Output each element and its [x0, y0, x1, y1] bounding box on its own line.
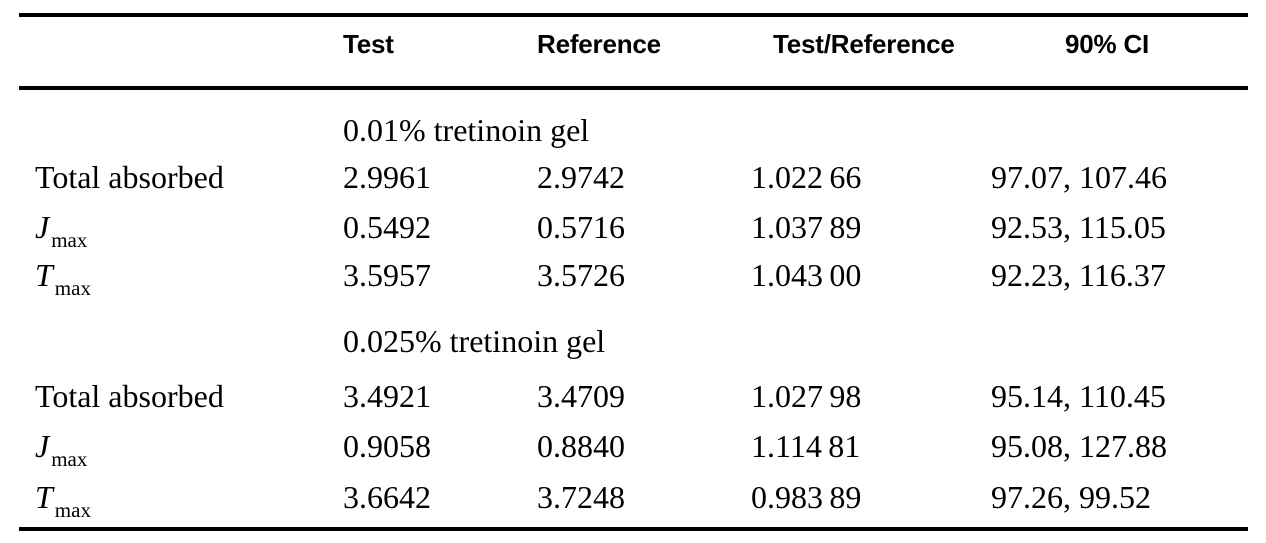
table-bottom-rule: [19, 527, 1248, 531]
cell-ratio-value: 1.027 98: [751, 378, 862, 414]
table-row: Total absorbed 3.4921 3.4709 1.027 98 95…: [0, 376, 1266, 416]
cell-ratio-value: 1.022 66: [751, 159, 862, 195]
cell-reference-value: 0.8840: [537, 428, 625, 464]
row-label-total-absorbed: Total absorbed: [35, 157, 226, 210]
cell-ci-value: 95.14, 110.45: [991, 378, 1166, 414]
section-title-0025-tretinoin-gel: 0.025% tretinoin gel: [343, 323, 606, 359]
cell-ci-value: 97.07, 107.46: [991, 159, 1167, 195]
cell-ci-value: 92.53, 115.05: [991, 209, 1166, 245]
row-label-subscript: max: [54, 498, 91, 522]
row-label-text: T: [35, 257, 53, 293]
table-top-rule: [19, 13, 1248, 17]
row-label-subscript: max: [51, 447, 88, 471]
cell-test-value: 3.4921: [343, 378, 431, 414]
cell-reference-value: 3.5726: [537, 257, 625, 293]
row-label-total-absorbed: Total absorbed: [35, 376, 226, 429]
cell-ratio-value: 1.114 81: [751, 428, 861, 464]
row-label-text: Total absorbed: [35, 159, 224, 195]
table-row: Tmax 3.6642 3.7248 0.983 89 97.26, 99.52: [0, 477, 1266, 522]
row-label-jmax: Jmax: [35, 426, 87, 479]
cell-test-value: 0.5492: [343, 209, 431, 245]
row-label-subscript: max: [51, 228, 88, 252]
cell-ci-value: 95.08, 127.88: [991, 428, 1167, 464]
table-header-row: Test Reference Test/Reference 90% CI: [0, 24, 1266, 64]
table-row: Jmax 0.9058 0.8840 1.114 81 95.08, 127.8…: [0, 426, 1266, 471]
cell-test-value: 3.6642: [343, 479, 431, 515]
row-label-tmax: Tmax: [35, 255, 91, 308]
table-row: Total absorbed 2.9961 2.9742 1.022 66 97…: [0, 157, 1266, 197]
row-label-text: J: [35, 209, 50, 245]
row-label-subscript: max: [54, 276, 91, 300]
cell-reference-value: 0.5716: [537, 209, 625, 245]
column-header-test: Test: [343, 29, 394, 59]
column-header-90-percent-ci: 90% CI: [1065, 29, 1150, 59]
row-label-text: T: [35, 479, 53, 515]
cell-reference-value: 3.7248: [537, 479, 625, 515]
cell-ci-value: 97.26, 99.52: [991, 479, 1151, 515]
cell-ci-value: 92.23, 116.37: [991, 257, 1166, 293]
row-label-jmax: Jmax: [35, 207, 87, 260]
row-label-text: Total absorbed: [35, 378, 224, 414]
row-label-tmax: Tmax: [35, 477, 91, 530]
cell-test-value: 2.9961: [343, 159, 431, 195]
table-row: Tmax 3.5957 3.5726 1.043 00 92.23, 116.3…: [0, 255, 1266, 300]
section-title-row: 0.01% tretinoin gel: [0, 110, 1266, 150]
row-label-text: J: [35, 428, 50, 464]
section-title-row: 0.025% tretinoin gel: [0, 321, 1266, 361]
cell-ratio-value: 0.983 89: [751, 479, 862, 515]
cell-reference-value: 2.9742: [537, 159, 625, 195]
column-header-test-reference-ratio: Test/Reference: [773, 29, 955, 59]
cell-reference-value: 3.4709: [537, 378, 625, 414]
cell-test-value: 0.9058: [343, 428, 431, 464]
column-header-reference: Reference: [537, 29, 661, 59]
cell-test-value: 3.5957: [343, 257, 431, 293]
table-row: Jmax 0.5492 0.5716 1.037 89 92.53, 115.0…: [0, 207, 1266, 252]
table-header-rule: [19, 86, 1248, 90]
cell-ratio-value: 1.043 00: [751, 257, 862, 293]
section-title-001-tretinoin-gel: 0.01% tretinoin gel: [343, 112, 590, 148]
cell-ratio-value: 1.037 89: [751, 209, 862, 245]
